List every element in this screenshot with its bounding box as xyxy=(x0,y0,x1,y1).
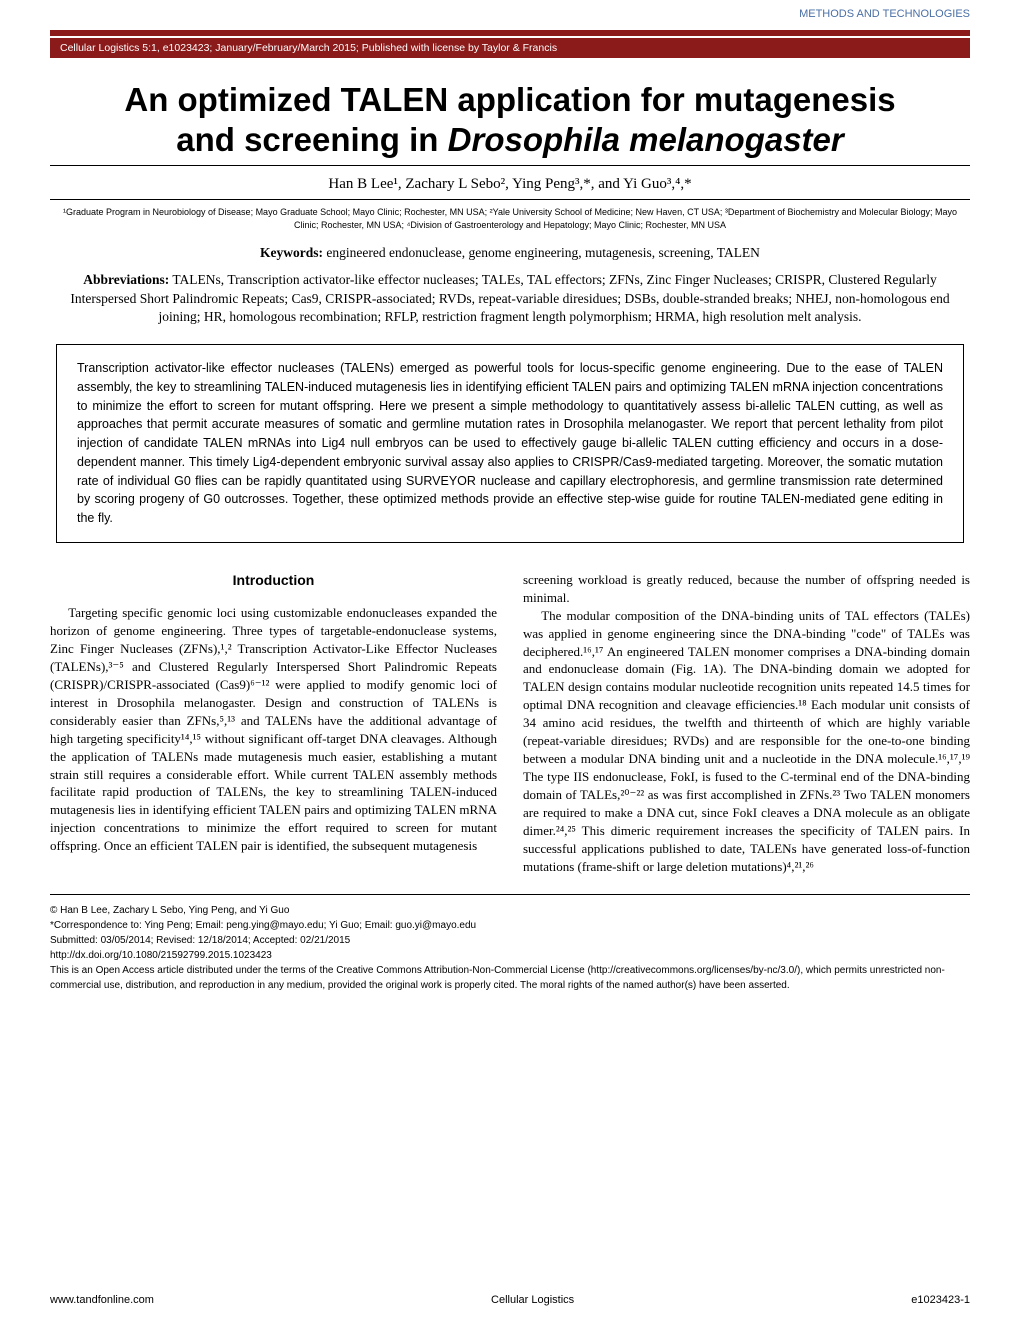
dates-line: Submitted: 03/05/2014; Revised: 12/18/20… xyxy=(50,933,970,948)
author-list: Han B Lee¹, Zachary L Sebo², Ying Peng³,… xyxy=(50,176,970,193)
correspondence-line: *Correspondence to: Ying Peng; Email: pe… xyxy=(50,918,970,933)
body-columns: Introduction Targeting specific genomic … xyxy=(50,571,970,876)
col1-para: Targeting specific genomic loci using cu… xyxy=(50,604,497,855)
article-title: An optimized TALEN application for mutag… xyxy=(50,80,970,159)
license-line: This is an Open Access article distribut… xyxy=(50,963,970,993)
footer-center: Cellular Logistics xyxy=(491,1294,574,1306)
col2-para1: screening workload is greatly reduced, b… xyxy=(523,571,970,607)
abbreviations-line: Abbreviations: TALENs, Transcription act… xyxy=(60,271,960,326)
doi-line: http://dx.doi.org/10.1080/21592799.2015.… xyxy=(50,948,970,963)
column-left: Introduction Targeting specific genomic … xyxy=(50,571,497,876)
rule-bottom xyxy=(50,199,970,200)
abbrev-label: Abbreviations: xyxy=(83,272,169,287)
affiliations: ¹Graduate Program in Neurobiology of Dis… xyxy=(50,206,970,231)
title-line-2b: Drosophila melanogaster xyxy=(448,121,844,158)
page-header: METHODS AND TECHNOLOGIES Cellular Logist… xyxy=(50,30,970,58)
footer-right: e1023423-1 xyxy=(911,1294,970,1306)
abstract-text: Transcription activator-like effector nu… xyxy=(77,361,943,525)
keywords-text: engineered endonuclease, genome engineer… xyxy=(323,245,760,260)
rule-top xyxy=(50,165,970,166)
column-right: screening workload is greatly reduced, b… xyxy=(523,571,970,876)
title-line-2a: and screening in xyxy=(176,121,447,158)
footer-left: www.tandfonline.com xyxy=(50,1294,154,1306)
keywords-label: Keywords: xyxy=(260,245,323,260)
citation-bar: Cellular Logistics 5:1, e1023423; Januar… xyxy=(50,38,970,58)
copyright-line: © Han B Lee, Zachary L Sebo, Ying Peng, … xyxy=(50,903,970,918)
abstract-box: Transcription activator-like effector nu… xyxy=(56,344,964,543)
footer-block: © Han B Lee, Zachary L Sebo, Ying Peng, … xyxy=(50,894,970,993)
header-bar xyxy=(50,30,970,36)
title-line-1: An optimized TALEN application for mutag… xyxy=(124,81,895,118)
section-tag: METHODS AND TECHNOLOGIES xyxy=(799,8,970,20)
col2-para2: The modular composition of the DNA-bindi… xyxy=(523,607,970,876)
intro-heading: Introduction xyxy=(50,571,497,590)
page-footer: www.tandfonline.com Cellular Logistics e… xyxy=(50,1294,970,1306)
keywords-line: Keywords: engineered endonuclease, genom… xyxy=(50,245,970,261)
abbrev-text: TALENs, Transcription activator-like eff… xyxy=(70,272,949,323)
